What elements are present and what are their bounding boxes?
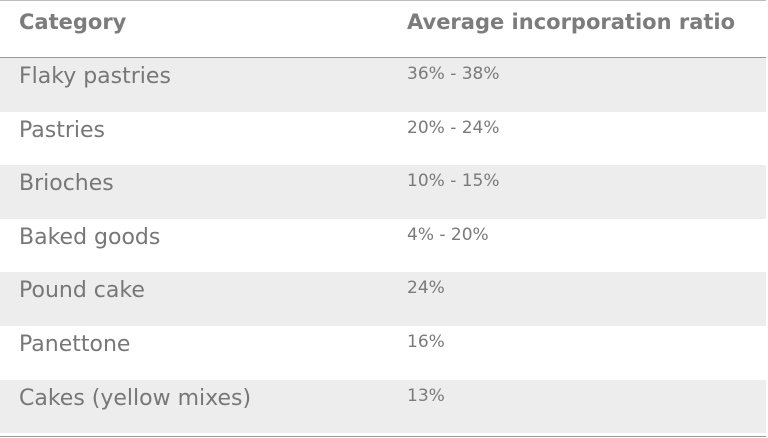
table-row: Pastries 20% - 24% xyxy=(0,112,766,166)
category-cell: Flaky pastries xyxy=(19,64,171,89)
table-header: Category Average incorporation ratio xyxy=(0,0,766,58)
ratio-cell: 16% xyxy=(407,331,445,352)
ratio-cell: 10% - 15% xyxy=(407,171,500,192)
ratio-cell: 20% - 24% xyxy=(407,117,500,138)
table-row: Panettone 16% xyxy=(0,326,766,380)
ratio-cell: 24% xyxy=(407,278,445,299)
category-cell: Baked goods xyxy=(19,224,161,250)
ratio-cell: 13% xyxy=(407,385,445,406)
category-cell: Pastries xyxy=(19,117,106,143)
category-cell: Cakes (yellow mixes) xyxy=(19,385,252,411)
table-body: Flaky pastries 36% - 38% Pastries 20% - … xyxy=(0,58,766,434)
column-header-ratio: Average incorporation ratio xyxy=(407,10,736,34)
column-header-category: Category xyxy=(19,10,127,34)
category-cell: Panettone xyxy=(19,331,131,357)
table-row: Pound cake 24% xyxy=(0,272,766,326)
category-cell: Brioches xyxy=(19,171,114,197)
ratio-cell: 4% - 20% xyxy=(407,224,489,245)
table-row: Baked goods 4% - 20% xyxy=(0,219,766,273)
category-cell: Pound cake xyxy=(19,278,145,304)
ratio-cell: 36% - 38% xyxy=(407,64,500,84)
table-row: Brioches 10% - 15% xyxy=(0,165,766,219)
table-row: Flaky pastries 36% - 38% xyxy=(0,58,766,112)
table-row: Cakes (yellow mixes) 13% xyxy=(0,379,766,434)
